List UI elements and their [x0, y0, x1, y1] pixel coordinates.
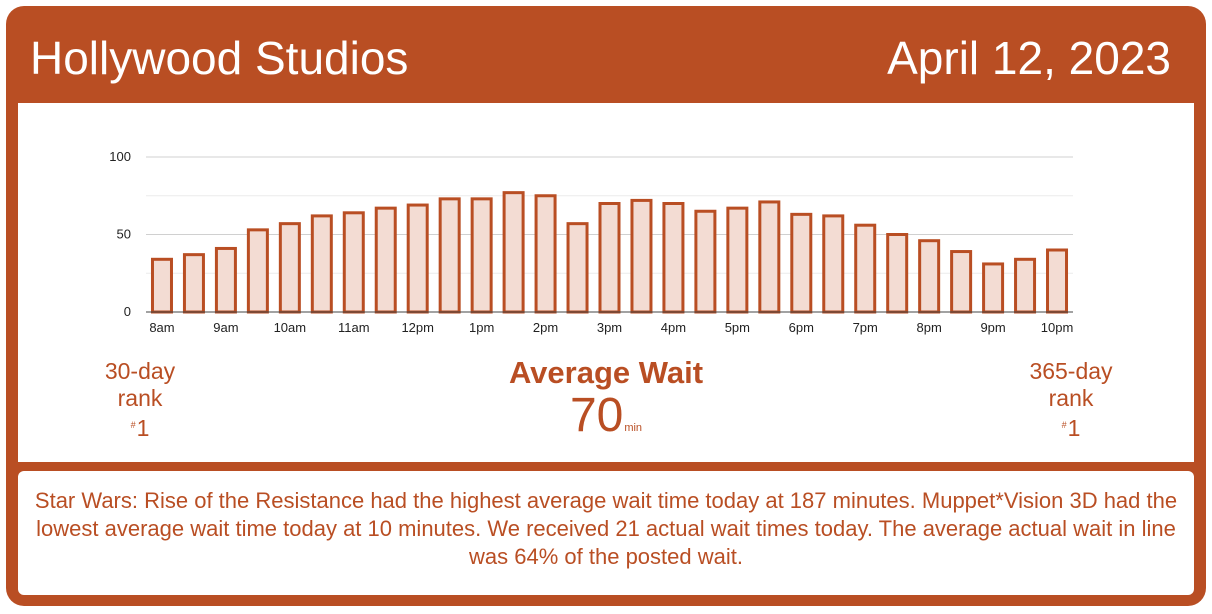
bar-11:00	[342, 211, 365, 314]
rank-365-hash: #	[1061, 420, 1067, 430]
x-tick-label: 11am	[338, 320, 370, 335]
bar-17:00	[726, 206, 749, 314]
summary-text: Star Wars: Rise of the Resistance had th…	[34, 488, 1178, 569]
bar-15:30	[630, 198, 653, 314]
rank-30-value-row: #1	[70, 412, 210, 442]
average-wait-unit: min	[624, 422, 643, 434]
bar-12:00	[406, 203, 429, 314]
bar-18:30	[822, 214, 845, 314]
rank-365-label-line2: rank	[1048, 385, 1094, 411]
bar-10:30	[310, 214, 333, 314]
bar-17:30	[758, 200, 781, 314]
average-wait: Average Wait 70min	[456, 355, 756, 453]
x-tick-label: 3pm	[597, 320, 622, 335]
bar-13:30	[502, 191, 525, 314]
rank-30-label-line1: 30-day	[104, 358, 176, 384]
bar-12:30	[438, 197, 461, 314]
average-wait-title: Average Wait	[508, 355, 704, 390]
summary-panel: Star Wars: Rise of the Resistance had th…	[18, 471, 1194, 595]
wait-time-chart: 0 50 100 8am 9am 10am 11am 12pm 1pm 2pm 3pm 4pm 5pm 6…	[109, 149, 1074, 335]
average-wait-row: 70min	[456, 391, 756, 453]
park-card: Hollywood Studios April 12, 2023 0 50 100 8…	[6, 6, 1206, 606]
report-date: April 12, 2023	[887, 32, 1171, 84]
x-tick-label: 6pm	[789, 320, 814, 335]
x-tick-label: 2pm	[533, 320, 558, 335]
bar-21:30	[1014, 257, 1037, 314]
x-tick-label: 5pm	[725, 320, 750, 335]
bar-18:00	[790, 212, 813, 314]
bar-20:00	[918, 239, 941, 314]
x-tick-label: 7pm	[853, 320, 878, 335]
bar-16:00	[662, 202, 685, 314]
x-tick-label: 12pm	[401, 320, 434, 335]
bar-14:00	[534, 194, 557, 314]
x-tick-label: 4pm	[661, 320, 686, 335]
bar-21:00	[982, 262, 1005, 314]
x-tick-label: 9pm	[980, 320, 1005, 335]
bar-22:00	[1046, 248, 1069, 314]
x-tick-label: 10am	[274, 320, 307, 335]
bar-19:00	[854, 223, 877, 314]
y-tick-label: 50	[117, 227, 131, 242]
bar-14:30	[566, 222, 589, 314]
x-tick-label: 10pm	[1041, 320, 1074, 335]
bar-9:00	[214, 246, 237, 314]
rank-30-day: 30-day rank #1	[70, 358, 210, 442]
bar-8:30	[182, 253, 205, 314]
park-name: Hollywood Studios	[30, 32, 409, 84]
bar-10:00	[278, 222, 301, 314]
bar-16:30	[694, 209, 717, 314]
rank-365-value: 1	[1067, 415, 1081, 441]
y-tick-label: 0	[124, 304, 131, 319]
rank-365-day: 365-day rank #1	[1001, 358, 1141, 442]
bar-20:30	[950, 250, 973, 314]
rank-30-label-line2: rank	[117, 385, 163, 411]
rank-30-hash: #	[130, 420, 136, 430]
bar-13:00	[470, 197, 493, 314]
rank-365-value-row: #1	[1001, 412, 1141, 442]
bar-19:30	[886, 233, 909, 314]
x-tick-label: 9am	[213, 320, 238, 335]
x-tick-label: 8am	[149, 320, 174, 335]
chart-panel: 0 50 100 8am 9am 10am 11am 12pm 1pm 2pm 3pm 4pm 5pm 6…	[18, 103, 1194, 462]
x-tick-label: 8pm	[917, 320, 942, 335]
x-tick-label: 1pm	[469, 320, 494, 335]
bar-15:00	[598, 202, 621, 314]
rank-30-value: 1	[136, 415, 150, 441]
rank-365-label-line1: 365-day	[1029, 358, 1113, 384]
bar-11:30	[374, 206, 397, 314]
bar-9:30	[246, 228, 269, 314]
y-tick-label: 100	[109, 149, 131, 164]
bar-8:00	[150, 257, 173, 314]
average-wait-value: 70	[569, 389, 624, 442]
